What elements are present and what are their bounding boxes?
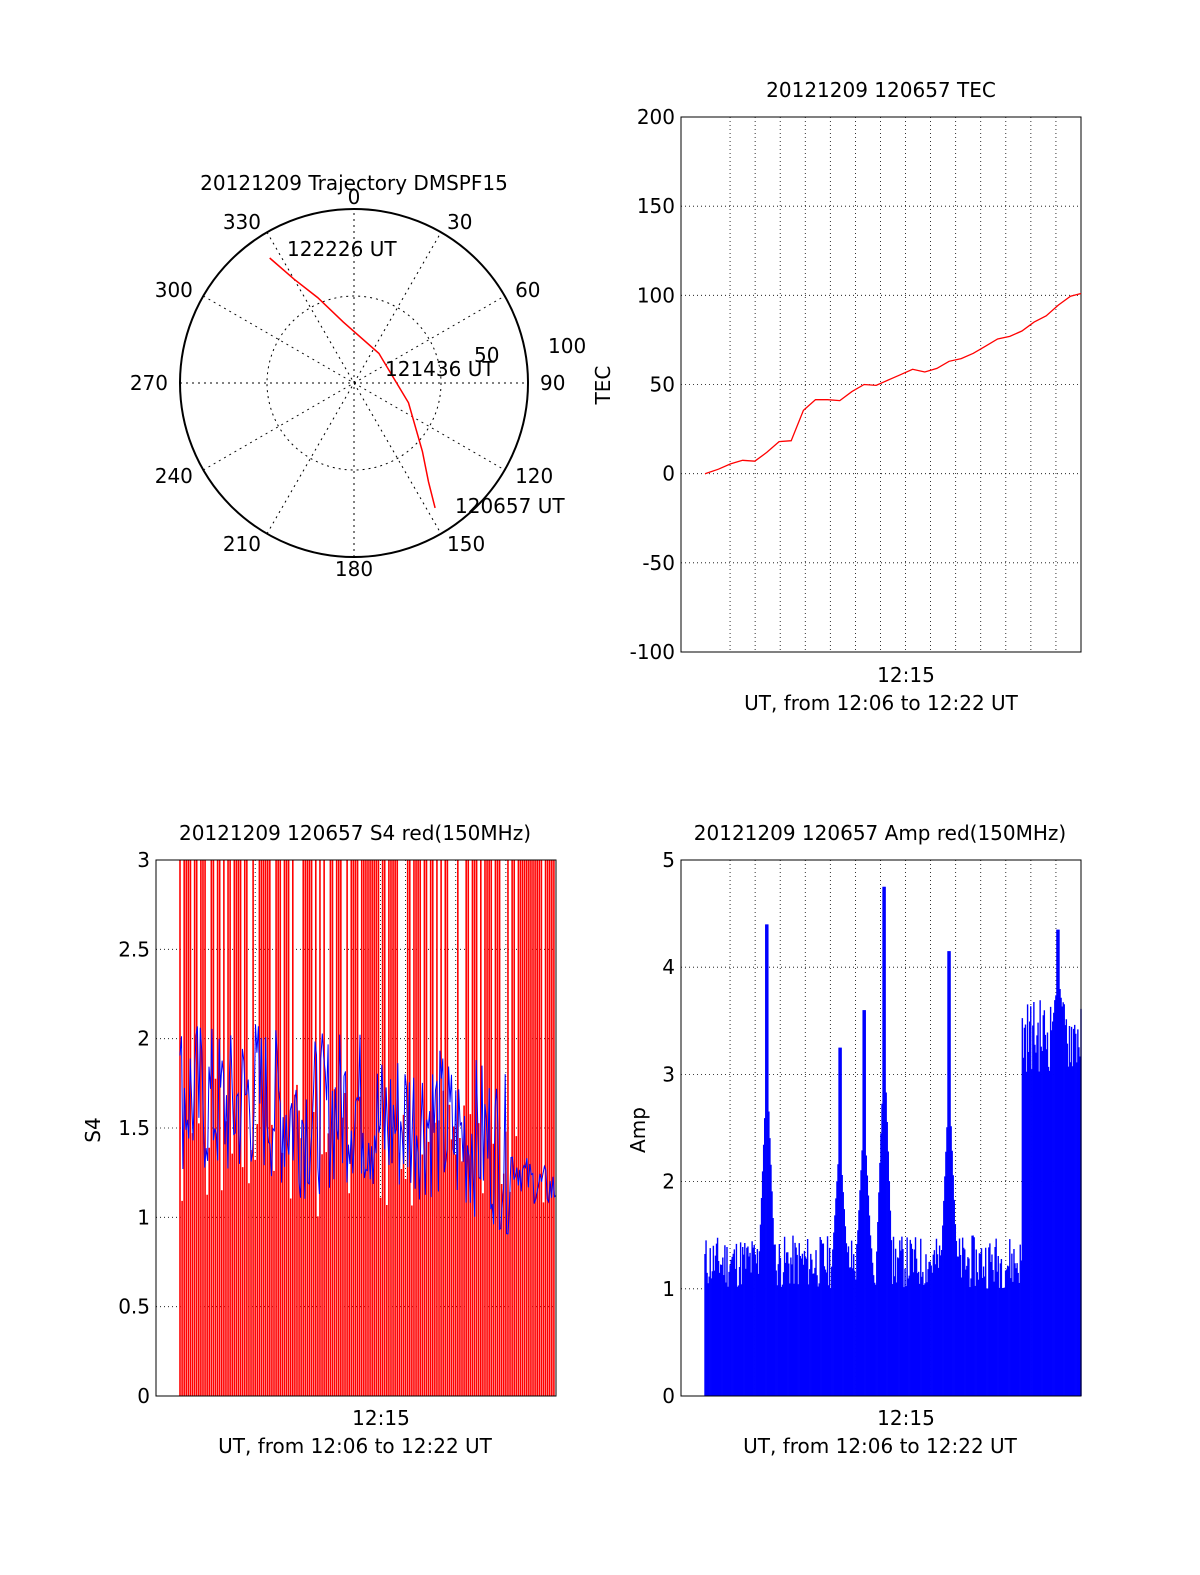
annotation-start-time: 120657 UT [455, 494, 565, 518]
polar-inner-ring [266, 295, 442, 471]
polar-angle-label: 210 [223, 532, 261, 556]
s4-smoothed-series [179, 1024, 557, 1235]
tec-plot-frame [680, 116, 1082, 653]
polar-spoke [266, 232, 442, 534]
ytick-label: 3 [137, 848, 150, 872]
polar-angle-label: 180 [335, 557, 373, 581]
polar-angle-label: 90 [540, 371, 565, 395]
s4-ylabel: S4 [81, 1117, 105, 1142]
amp-title: 20121209 120657 Amp red(150MHz) [694, 821, 1066, 845]
ytick-label: 1.5 [118, 1116, 150, 1140]
ytick-label: -100 [630, 640, 675, 664]
polar-angle-label: 60 [515, 278, 540, 302]
polar-outer-ring [179, 208, 529, 558]
ytick-label: -50 [642, 551, 675, 575]
ytick-label: 150 [637, 194, 675, 218]
ytick-label: 1 [662, 1277, 675, 1301]
polar-angle-label: 30 [447, 210, 472, 234]
tec-chart: 20121209 120657 TEC -100-50050100150200 … [591, 78, 1082, 715]
ytick-label: 0.5 [118, 1295, 150, 1319]
ytick-label: 2 [137, 1027, 150, 1051]
tec-title: 20121209 120657 TEC [766, 78, 996, 102]
polar-radial-label-50: 50 [474, 343, 499, 367]
polar-angle-label: 0 [348, 185, 361, 209]
trajectory-line [269, 257, 436, 509]
amp-bars [704, 886, 1082, 1396]
polar-angle-label: 330 [223, 210, 261, 234]
s4-chart: 20121209 120657 S4 red(150MHz) 0 0.5 1 1.5 2… [81, 821, 557, 1458]
annotation-mid-time: 121436 UT [385, 357, 495, 381]
tec-xlabel: UT, from 12:06 to 12:22 UT [744, 691, 1019, 715]
polar-angle-label: 120 [515, 464, 553, 488]
amp-xlabel: UT, from 12:06 to 12:22 UT [743, 1434, 1018, 1458]
amp-plot-frame [680, 859, 1082, 1397]
polar-angle-label: 150 [447, 532, 485, 556]
s4-plot-frame [155, 859, 557, 1397]
ytick-label: 50 [650, 373, 675, 397]
ytick-label: 200 [637, 105, 675, 129]
s4-ytick-labels: 0 0.5 1 1.5 2 2.5 3 [118, 848, 150, 1408]
polar-title: 20121209 Trajectory DMSPF15 [200, 171, 508, 195]
annotation-end-time: 122226 UT [287, 237, 397, 261]
tec-ytick-labels: -100 -50 0 50 100 150 200 [630, 105, 675, 664]
polar-chart: 20121209 Trajectory DMSPF15 0 30 60 90 120 15… [130, 171, 586, 581]
polar-angle-label: 240 [155, 464, 193, 488]
ytick-label: 1 [137, 1205, 150, 1229]
amp-ylabel: Amp [626, 1107, 650, 1153]
tec-xtick-label: 12:15 [877, 663, 935, 687]
ytick-label: 0 [662, 462, 675, 486]
ytick-label: 100 [637, 283, 675, 307]
ytick-label: 3 [662, 1062, 675, 1086]
ytick-label: 2.5 [118, 937, 150, 961]
s4-title: 20121209 120657 S4 red(150MHz) [179, 821, 531, 845]
s4-raw-series [179, 860, 555, 1396]
s4-xlabel: UT, from 12:06 to 12:22 UT [218, 1434, 493, 1458]
ytick-label: 0 [662, 1384, 675, 1408]
ytick-label: 2 [662, 1170, 675, 1194]
s4-xtick-label: 12:15 [352, 1406, 410, 1430]
polar-grid [180, 209, 528, 557]
tec-ylabel: TEC [591, 366, 615, 406]
ytick-label: 4 [662, 955, 675, 979]
ytick-label: 0 [137, 1384, 150, 1408]
tec-series-line [704, 292, 1082, 475]
polar-angle-label: 300 [155, 278, 193, 302]
amp-chart: 20121209 120657 Amp red(150MHz) 0 1 2 3 4 5 1… [626, 821, 1082, 1458]
polar-angle-labels: 0 30 60 90 120 150 180 210 240 270 300 330 [130, 185, 566, 581]
polar-angle-label: 270 [130, 371, 168, 395]
polar-radial-label-100: 100 [548, 334, 586, 358]
ytick-label: 5 [662, 848, 675, 872]
amp-ytick-labels: 0 1 2 3 4 5 [662, 848, 675, 1408]
tec-grid [681, 117, 1081, 652]
amp-xtick-label: 12:15 [877, 1406, 935, 1430]
